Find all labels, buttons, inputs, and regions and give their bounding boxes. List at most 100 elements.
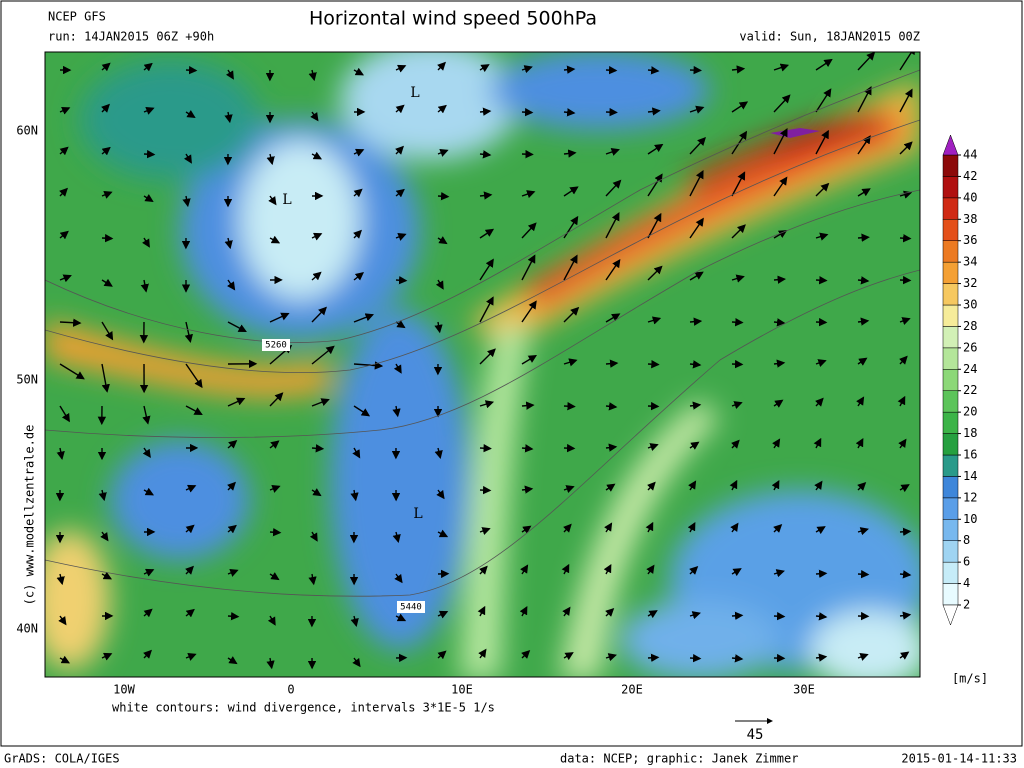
wind-arrow [689,217,704,239]
wind-arrow [521,300,537,323]
wind-arrow [815,58,833,71]
wind-field [45,52,920,677]
wind-arrow [773,176,788,197]
wind-arrow [350,615,359,628]
wind-arrow [59,187,68,197]
colorbar-swatch [942,411,959,434]
wind-arrow [815,232,829,241]
wind-arrow [731,274,745,283]
wind-arrow [857,52,876,71]
wind-arrow [815,526,826,535]
lon-label: 10E [451,683,473,697]
colorbar-swatch [942,369,959,391]
wind-arrow [185,484,197,493]
wind-arrow [437,104,447,114]
contour-label-bg [397,601,425,613]
wind-arrow [477,605,486,617]
wind-arrow [563,358,578,367]
wind-arrow [857,527,869,536]
wind-arrow [731,317,744,327]
wind-arrow [689,611,701,620]
wind-arrow [269,440,280,449]
wind-arrow [773,611,786,621]
colorbar-swatch [942,326,959,349]
wind-arrow [689,653,702,663]
colorbar-swatch [942,583,959,606]
colorbar-tick-label: 18 [963,426,977,440]
wind-arrow [395,320,406,329]
wind-arrow [269,235,281,244]
wind-arrow [647,443,659,451]
wind-arrow [437,610,449,619]
wind-arrow [227,569,239,577]
wind-arrow [227,481,236,491]
valid: valid: Sun, 18JAN2015 00Z [739,30,920,44]
wind-arrow [688,480,697,491]
wind-arrow [605,402,618,411]
wind-arrow [140,279,149,293]
wind-arrow [899,233,912,243]
wind-arrow [563,215,579,239]
wind-arrow [646,481,656,491]
wind-arrow [899,141,913,155]
wind-arrow [479,191,493,200]
wind-arrow [479,400,495,409]
wind-arrow [59,274,72,283]
wind-arrow [605,65,618,75]
contour-label-bg [262,339,290,351]
map-border [44,51,921,678]
colorbar-tick-label: 2 [963,598,970,612]
wind-arrow [857,233,870,242]
wind-arrow [143,106,155,115]
wind-arrow [142,405,151,425]
wind-arrow [689,136,706,155]
wind-arrow [689,360,702,369]
colorbar-tick-label: 42 [963,169,977,183]
colorbar-tick-label: 38 [963,212,977,226]
wind-arrow [521,254,536,281]
wind-arrow [689,271,704,281]
wind-arrow [563,485,575,493]
wind-arrow [101,233,114,243]
wind-arrow [899,611,912,620]
wind-arrow [689,169,704,197]
wind-arrow [185,405,203,415]
wind-arrow [604,522,613,533]
wind-arrow [605,608,615,617]
colorbar-tick-label: 10 [963,512,977,526]
wind-arrow [224,237,233,250]
wind-arrow [646,564,655,575]
colorbar-swatch [942,197,959,220]
colorbar-tick-label: 16 [963,448,977,462]
wind-arrow [100,531,109,542]
wind-arrow [521,525,532,534]
run: run: 14JAN2015 06Z +90h [48,30,214,44]
wind-arrow [813,437,822,449]
wind-arrow [98,489,107,502]
height-contours [45,69,920,597]
wind-arrow [563,254,578,281]
wind-arrow [731,130,748,155]
wind-arrow [353,405,371,417]
wind-arrow [182,195,191,208]
wind-arrow [353,67,365,76]
wind-arrow [308,69,317,82]
wind-arrow [143,568,155,577]
wind-arrow [647,173,663,197]
wind-arrow [269,392,284,407]
wind-arrow [437,529,449,538]
wind-arrow [521,65,533,74]
wind-arrow [857,569,870,579]
colorbar-swatch [942,561,959,584]
wind-arrow [647,66,660,75]
wind-arrow [437,61,446,71]
wind-arrow [308,573,317,586]
wind-arrow [225,69,234,80]
wind-arrow [266,153,275,166]
wind-arrow [815,612,828,621]
wind-arrow [395,188,405,198]
wind-arrow [731,611,744,620]
colorbar-tick-label: 24 [963,362,977,376]
wind-arrow [59,146,69,156]
